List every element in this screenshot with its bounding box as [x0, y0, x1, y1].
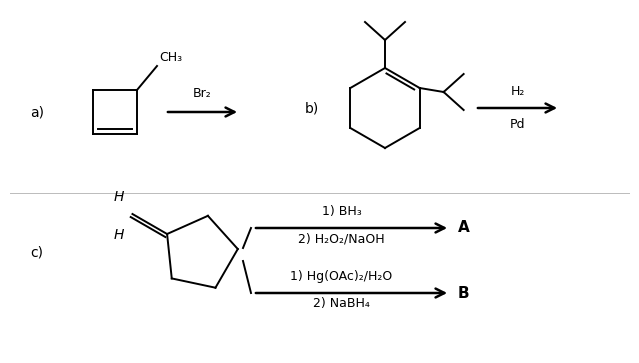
- Text: CH₃: CH₃: [159, 51, 182, 64]
- Text: Br₂: Br₂: [193, 87, 212, 100]
- Text: 1) BH₃: 1) BH₃: [321, 205, 362, 218]
- Text: a): a): [30, 105, 44, 119]
- Text: Pd: Pd: [510, 118, 525, 131]
- Text: A: A: [458, 220, 470, 236]
- Text: H: H: [113, 190, 123, 204]
- Text: H: H: [113, 228, 123, 242]
- Text: 2) H₂O₂/NaOH: 2) H₂O₂/NaOH: [298, 232, 385, 245]
- Text: H₂: H₂: [511, 85, 525, 98]
- Text: 1) Hg(OAc)₂/H₂O: 1) Hg(OAc)₂/H₂O: [290, 270, 392, 283]
- Text: c): c): [30, 246, 43, 260]
- Text: B: B: [458, 286, 470, 301]
- Text: b): b): [305, 101, 320, 115]
- Text: 2) NaBH₄: 2) NaBH₄: [313, 297, 370, 310]
